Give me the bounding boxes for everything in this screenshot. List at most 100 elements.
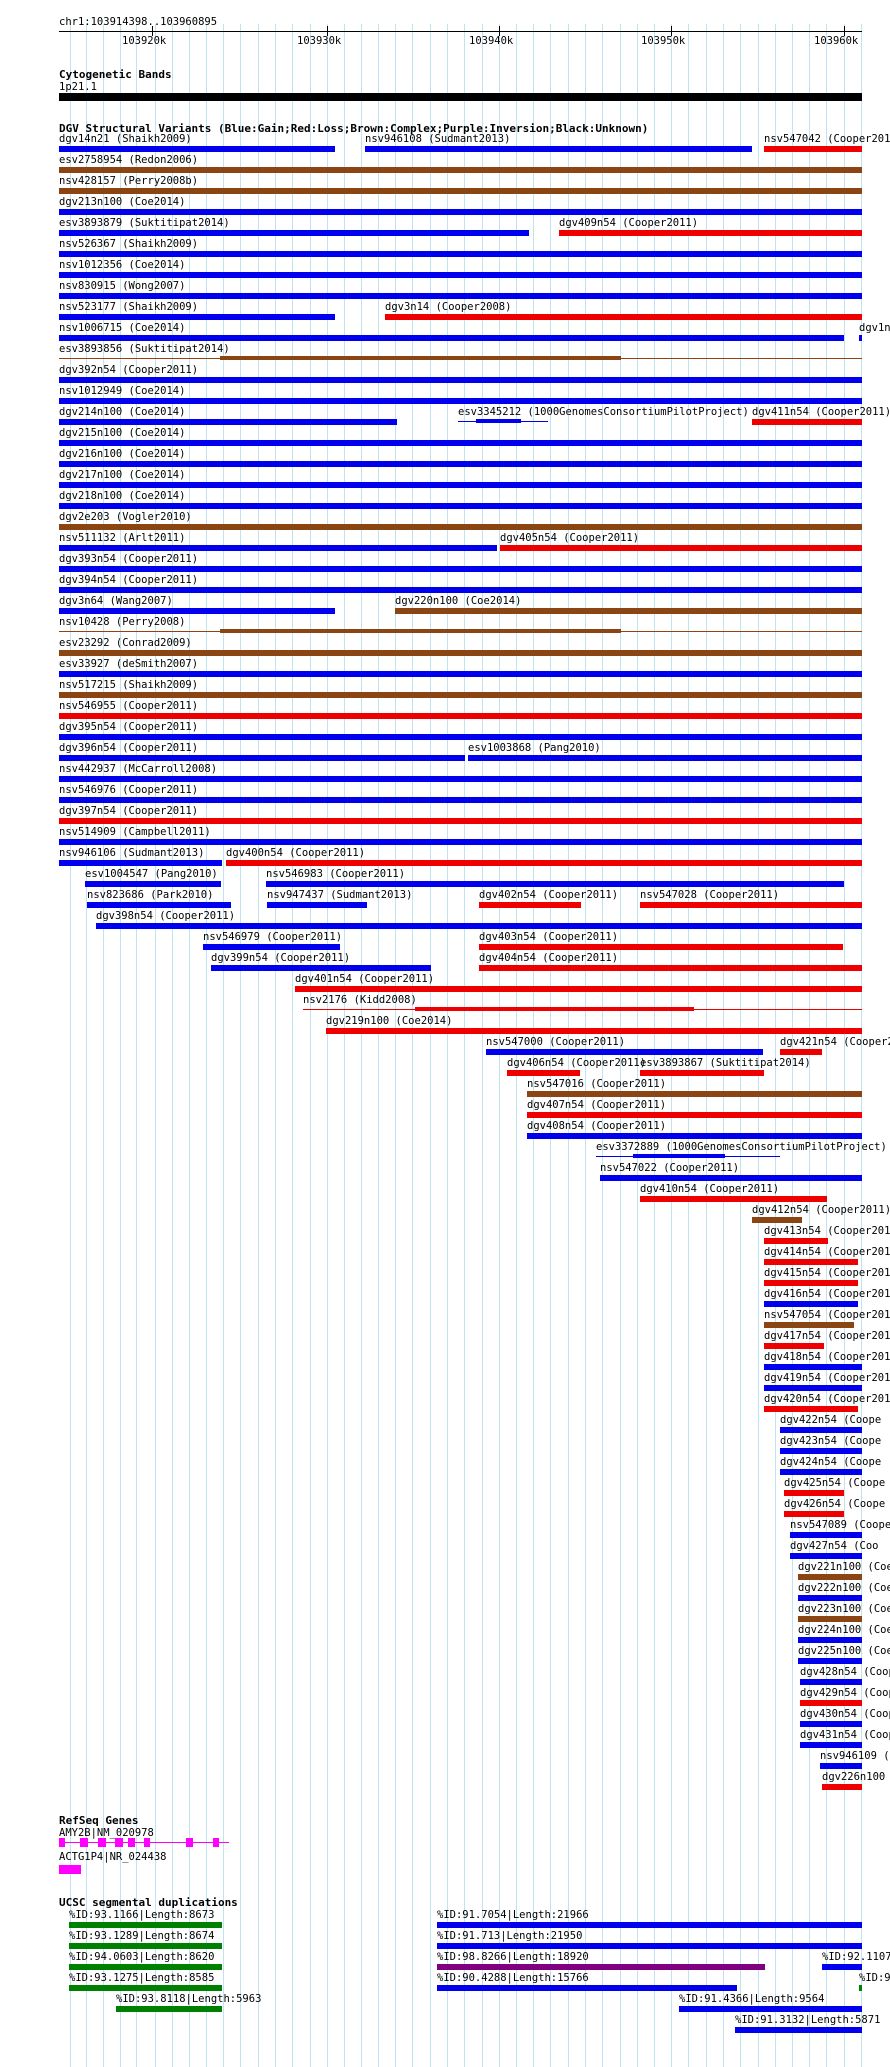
dgv-variant-bar — [395, 608, 862, 614]
grid-line — [223, 24, 224, 2067]
dgv-variant-bar — [59, 209, 862, 215]
dgv-variant-bar — [780, 1049, 822, 1055]
dgv-variant-label: dgv431n54 (Coop — [800, 1729, 890, 1741]
dgv-variant-bar — [59, 608, 335, 614]
dgv-variant-bar — [764, 1280, 858, 1286]
dgv-variant-bar — [203, 944, 340, 950]
dgv-variant-bar — [87, 902, 231, 908]
dgv-variant-label: dgv218n100 (Coe2014) — [59, 490, 186, 502]
grid-line — [292, 24, 293, 2067]
dgv-variant-label: dgv429n54 (Coop — [800, 1687, 890, 1699]
grid-line — [344, 24, 345, 2067]
dgv-variant-bar — [632, 1154, 725, 1158]
dgv-variant-bar — [780, 1448, 862, 1454]
dgv-variant-bar — [479, 902, 581, 908]
grid-line — [258, 24, 259, 2067]
dgv-variant-label: nsv946109 (S — [820, 1750, 890, 1762]
dgv-variant-label: dgv3n14 (Cooper2008) — [385, 301, 512, 313]
dgv-variant-label: dgv215n100 (Coe2014) — [59, 427, 186, 439]
segdup-label: %ID:93.1166|Length:8673 — [69, 1909, 215, 1921]
dgv-variant-bar — [798, 1637, 862, 1643]
dgv-variant-label: dgv417n54 (Cooper2011 — [764, 1330, 890, 1342]
ruler-tick-label: 103920k — [122, 35, 167, 47]
dgv-variant-bar — [59, 692, 862, 698]
dgv-variant-bar — [414, 1007, 695, 1011]
dgv-variant-bar — [822, 1784, 862, 1790]
dgv-variant-label: esv3893867 (Suktitipat2014) — [640, 1057, 811, 1069]
dgv-variant-label: dgv224n100 (Coe — [798, 1624, 890, 1636]
dgv-variant-label: dgv398n54 (Cooper2011) — [96, 910, 236, 922]
dgv-variant-bar — [798, 1574, 862, 1580]
dgv-variant-bar — [85, 881, 221, 887]
dgv-variant-bar — [59, 776, 862, 782]
dgv-variant-bar — [211, 965, 431, 971]
ruler-tick-label: 103940k — [469, 35, 514, 47]
refseq-gene-exon — [98, 1838, 106, 1847]
dgv-variant-label: esv3372889 (1000GenomesConsortiumPilotPr… — [596, 1141, 887, 1153]
dgv-variant-bar — [59, 146, 335, 152]
dgv-variant-label: dgv428n54 (Coop — [800, 1666, 890, 1678]
dgv-variant-bar — [780, 1469, 862, 1475]
dgv-variant-bar — [59, 818, 862, 824]
dgv-variant-label: dgv394n54 (Cooper2011) — [59, 574, 199, 586]
dgv-variant-label: dgv422n54 (Coope — [780, 1414, 882, 1426]
dgv-variant-bar — [800, 1721, 862, 1727]
dgv-variant-label: dgv409n54 (Cooper2011) — [559, 217, 699, 229]
grid-line — [637, 24, 638, 2067]
dgv-variant-label: dgv407n54 (Cooper2011) — [527, 1099, 667, 1111]
cyto-band — [59, 93, 862, 101]
ruler-tick-label: 103930k — [297, 35, 342, 47]
dgv-variant-label: esv1004547 (Pang2010) — [85, 868, 218, 880]
refseq-gene-exon — [115, 1838, 123, 1847]
dgv-variant-bar — [507, 1070, 580, 1076]
dgv-variant-label: dgv406n54 (Cooper2011) — [507, 1057, 647, 1069]
ruler-tick — [152, 26, 153, 36]
dgv-variant-label: dgv216n100 (Coe2014) — [59, 448, 186, 460]
dgv-variant-bar — [784, 1511, 844, 1517]
grid-line — [206, 24, 207, 2067]
dgv-variant-bar — [764, 1364, 862, 1370]
dgv-variant-bar — [59, 167, 862, 173]
dgv-variant-bar — [59, 377, 862, 383]
refseq-gene-exon — [59, 1838, 65, 1847]
dgv-variant-label: nsv511132 (Arlt2011) — [59, 532, 186, 544]
dgv-variant-label: nsv547054 (Cooper2011 — [764, 1309, 890, 1321]
dgv-variant-bar — [59, 671, 862, 677]
grid-line — [240, 24, 241, 2067]
ruler-position: chr1:103914398..103960895 — [59, 16, 218, 28]
grid-line — [688, 24, 689, 2067]
grid-line — [447, 24, 448, 2067]
dgv-variant-label: dgv427n54 (Coo — [790, 1540, 879, 1552]
dgv-variant-label: dgv221n100 (Coe — [798, 1561, 890, 1573]
dgv-variant-bar — [59, 713, 862, 719]
dgv-variant-bar — [764, 1238, 828, 1244]
dgv-variant-bar — [500, 545, 862, 551]
dgv-variant-label: dgv399n54 (Cooper2011) — [211, 952, 351, 964]
dgv-variant-label: nsv546983 (Cooper2011) — [266, 868, 406, 880]
dgv-variant-bar — [59, 335, 844, 341]
dgv-variant-bar — [59, 482, 862, 488]
dgv-variant-label: nsv428157 (Perry2008b) — [59, 175, 199, 187]
grid-line — [327, 24, 328, 2067]
dgv-variant-label: nsv547022 (Cooper2011) — [600, 1162, 740, 1174]
dgv-variant-bar — [752, 1217, 802, 1223]
dgv-variant-label: nsv1012949 (Coe2014) — [59, 385, 186, 397]
dgv-variant-label: nsv546976 (Cooper2011) — [59, 784, 199, 796]
dgv-variant-label: nsv946108 (Sudmant2013) — [365, 133, 511, 145]
dgv-variant-label: dgv393n54 (Cooper2011) — [59, 553, 199, 565]
dgv-variant-label: nsv547016 (Cooper2011) — [527, 1078, 667, 1090]
dgv-variant-bar — [59, 587, 862, 593]
dgv-variant-label: dgv421n54 (Cooper20 — [780, 1036, 890, 1048]
grid-line — [723, 24, 724, 2067]
refseq-gene-exon — [213, 1838, 219, 1847]
dgv-variant-label: nsv947437 (Sudmant2013) — [267, 889, 413, 901]
dgv-variant-label: nsv517215 (Shaikh2009) — [59, 679, 199, 691]
dgv-variant-label: dgv414n54 (Cooper2011 — [764, 1246, 890, 1258]
dgv-variant-bar — [764, 146, 862, 152]
refseq-gene-label: AMY2B|NM_020978 — [59, 1827, 154, 1839]
dgv-variant-bar — [59, 272, 862, 278]
dgv-variant-label: nsv514909 (Campbell2011) — [59, 826, 211, 838]
dgv-variant-label: dgv424n54 (Coope — [780, 1456, 882, 1468]
dgv-variant-label: dgv213n100 (Coe2014) — [59, 196, 186, 208]
dgv-variant-bar — [59, 230, 529, 236]
